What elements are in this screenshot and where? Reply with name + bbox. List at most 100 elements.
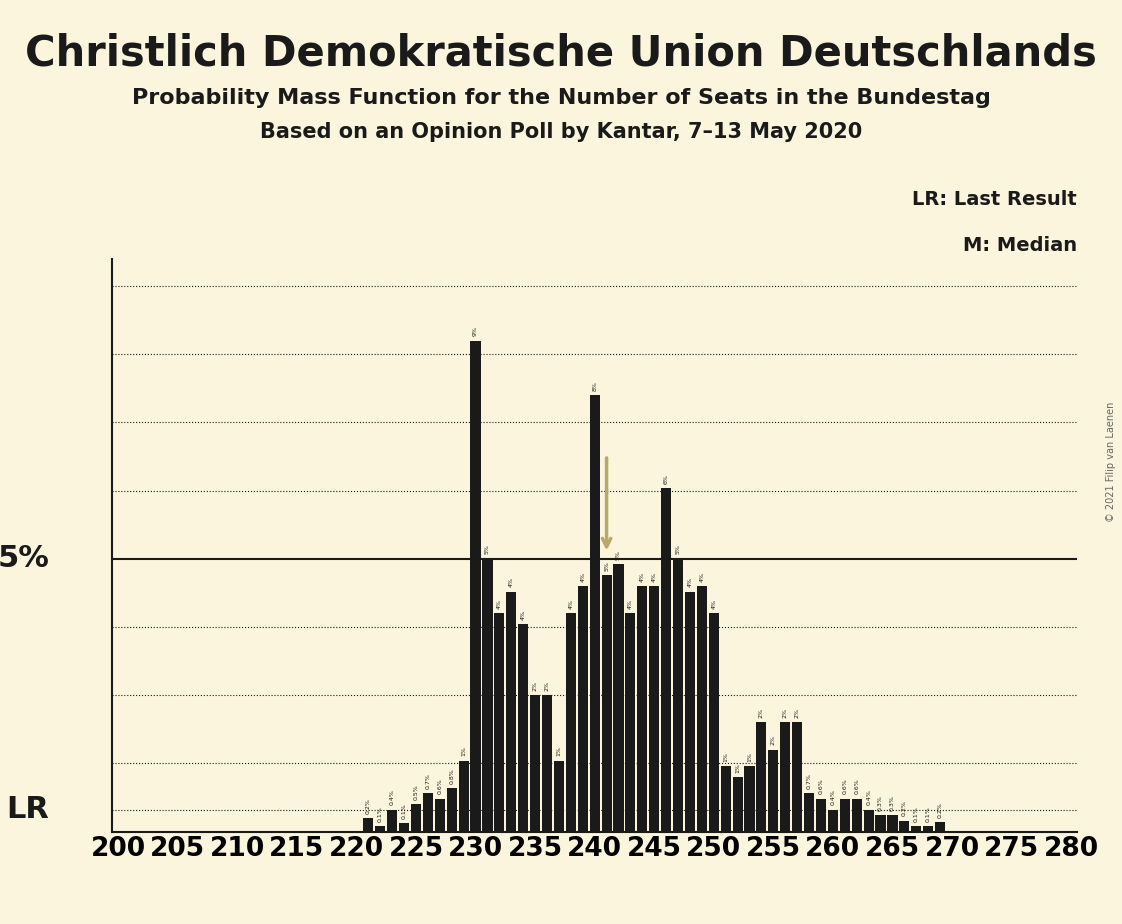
Text: 1%: 1%: [747, 752, 752, 761]
Bar: [852, 799, 862, 832]
Text: 2%: 2%: [533, 681, 537, 691]
Text: 4%: 4%: [688, 578, 692, 587]
Bar: [911, 826, 921, 832]
Text: 0.2%: 0.2%: [938, 802, 942, 818]
Text: 0.4%: 0.4%: [866, 789, 871, 806]
Bar: [459, 760, 469, 832]
Bar: [756, 723, 766, 832]
Bar: [661, 488, 671, 832]
Text: 4%: 4%: [711, 599, 716, 609]
Text: © 2021 Filip van Laenen: © 2021 Filip van Laenen: [1106, 402, 1116, 522]
Text: 1%: 1%: [557, 747, 561, 757]
Text: 4%: 4%: [640, 572, 645, 582]
Bar: [637, 586, 647, 832]
Text: 9%: 9%: [473, 326, 478, 336]
Text: M: Median: M: Median: [963, 236, 1077, 255]
Bar: [447, 788, 457, 832]
Bar: [364, 818, 374, 832]
Bar: [470, 341, 480, 832]
Text: 0.2%: 0.2%: [902, 800, 907, 816]
Bar: [828, 809, 838, 832]
Text: Christlich Demokratische Union Deutschlands: Christlich Demokratische Union Deutschla…: [25, 32, 1097, 74]
Bar: [589, 395, 600, 832]
Text: 0.7%: 0.7%: [807, 773, 811, 789]
Bar: [900, 821, 910, 832]
Text: 0.4%: 0.4%: [830, 789, 836, 806]
Text: 0.1%: 0.1%: [378, 806, 383, 821]
Text: 4%: 4%: [628, 599, 633, 609]
Bar: [375, 826, 385, 832]
Text: 0.1%: 0.1%: [402, 803, 406, 819]
Text: 4%: 4%: [569, 599, 573, 609]
Text: 0.7%: 0.7%: [425, 773, 431, 789]
Text: 0.1%: 0.1%: [926, 806, 931, 821]
Bar: [387, 809, 397, 832]
Text: 5%: 5%: [604, 561, 609, 571]
Text: 0.2%: 0.2%: [366, 797, 370, 814]
Bar: [434, 799, 444, 832]
Bar: [578, 586, 588, 832]
Bar: [565, 614, 576, 832]
Bar: [542, 695, 552, 832]
Text: 4%: 4%: [521, 610, 526, 620]
Text: 0.4%: 0.4%: [389, 789, 395, 806]
Bar: [864, 809, 874, 832]
Text: 5%: 5%: [485, 544, 490, 554]
Text: 8%: 8%: [592, 381, 597, 391]
Bar: [839, 799, 849, 832]
Bar: [875, 815, 885, 832]
Text: 2%: 2%: [758, 708, 764, 718]
Bar: [745, 766, 755, 832]
Text: 1%: 1%: [735, 763, 741, 772]
Bar: [411, 804, 421, 832]
Bar: [506, 591, 516, 832]
Text: 0.1%: 0.1%: [913, 806, 919, 821]
Bar: [816, 799, 826, 832]
Bar: [709, 614, 719, 832]
Bar: [673, 559, 683, 832]
Bar: [554, 760, 564, 832]
Text: Based on an Opinion Poll by Kantar, 7–13 May 2020: Based on an Opinion Poll by Kantar, 7–13…: [260, 122, 862, 142]
Text: 5%: 5%: [675, 544, 681, 554]
Text: 6%: 6%: [663, 474, 669, 483]
Text: Probability Mass Function for the Number of Seats in the Bundestag: Probability Mass Function for the Number…: [131, 88, 991, 108]
Text: 1%: 1%: [461, 747, 466, 757]
Bar: [792, 723, 802, 832]
Bar: [518, 625, 528, 832]
Bar: [684, 591, 695, 832]
Text: 0.6%: 0.6%: [438, 779, 442, 795]
Bar: [935, 822, 945, 832]
Bar: [923, 826, 934, 832]
Text: LR: Last Result: LR: Last Result: [912, 190, 1077, 209]
Text: 0.3%: 0.3%: [890, 795, 895, 811]
Text: 2%: 2%: [783, 708, 788, 718]
Bar: [888, 815, 898, 832]
Bar: [423, 794, 433, 832]
Bar: [769, 749, 779, 832]
Bar: [720, 766, 730, 832]
Text: 4%: 4%: [580, 572, 586, 582]
Bar: [697, 586, 707, 832]
Bar: [614, 565, 624, 832]
Bar: [650, 586, 660, 832]
Text: 2%: 2%: [794, 708, 800, 718]
Text: 0.6%: 0.6%: [854, 779, 859, 795]
Bar: [530, 695, 540, 832]
Text: 2%: 2%: [771, 736, 775, 746]
Text: 2%: 2%: [544, 681, 550, 691]
Bar: [804, 794, 815, 832]
Bar: [482, 559, 493, 832]
Text: 4%: 4%: [497, 599, 502, 609]
Text: 4%: 4%: [508, 578, 514, 587]
Text: 0.6%: 0.6%: [819, 779, 824, 795]
Bar: [495, 614, 505, 832]
Bar: [625, 614, 635, 832]
Bar: [399, 823, 410, 832]
Text: 0.5%: 0.5%: [414, 784, 419, 800]
Text: 5%: 5%: [616, 550, 620, 560]
Text: 5%: 5%: [0, 544, 49, 573]
Text: 4%: 4%: [699, 572, 705, 582]
Text: 0.6%: 0.6%: [843, 779, 847, 795]
Text: LR: LR: [7, 796, 49, 824]
Text: 0.3%: 0.3%: [879, 795, 883, 811]
